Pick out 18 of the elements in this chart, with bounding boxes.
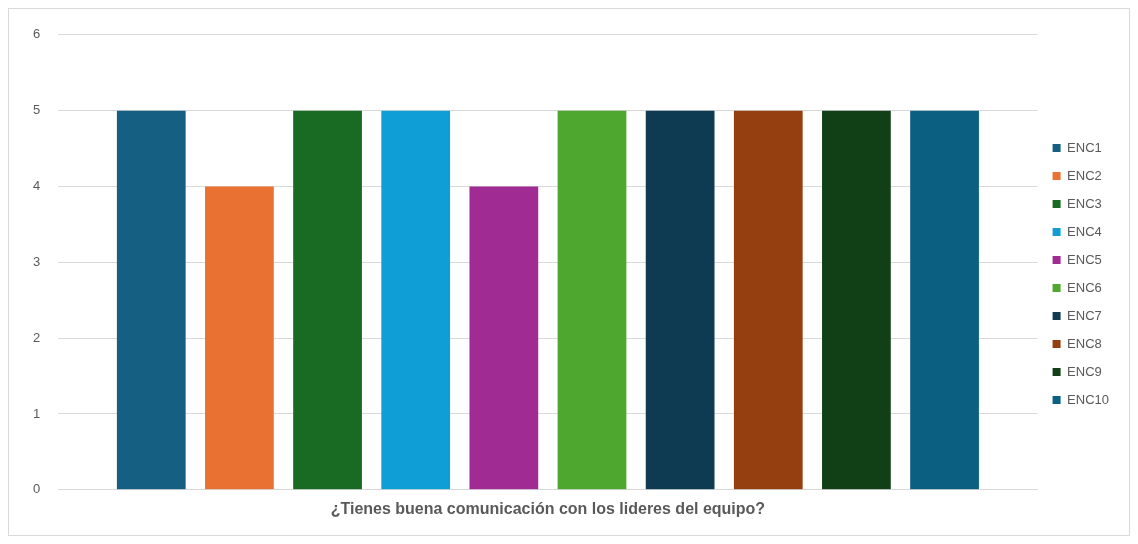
y-tick-label: 0 (33, 481, 41, 497)
legend-label: ENC10 (1067, 391, 1110, 407)
legend-label: ENC6 (1067, 279, 1102, 295)
legend-label: ENC7 (1067, 307, 1102, 323)
y-tick-label: 5 (33, 102, 41, 118)
legend-label: ENC8 (1067, 335, 1102, 351)
legend-label: ENC2 (1067, 167, 1102, 183)
y-tick-label: 2 (33, 329, 41, 345)
y-tick-label: 1 (33, 405, 41, 421)
legend-label: ENC9 (1067, 363, 1102, 379)
y-tick-label: 6 (33, 26, 41, 42)
legend-label: ENC4 (1067, 223, 1102, 239)
y-tick-label: 4 (33, 178, 41, 194)
x-tick-label: ¿Tienes buena comunicación con los lideres del equipo? (330, 499, 766, 517)
legend-label: ENC1 (1067, 139, 1102, 155)
legend-label: ENC5 (1067, 251, 1102, 267)
legend-label: ENC3 (1067, 195, 1102, 211)
y-tick-label: 3 (33, 253, 41, 269)
